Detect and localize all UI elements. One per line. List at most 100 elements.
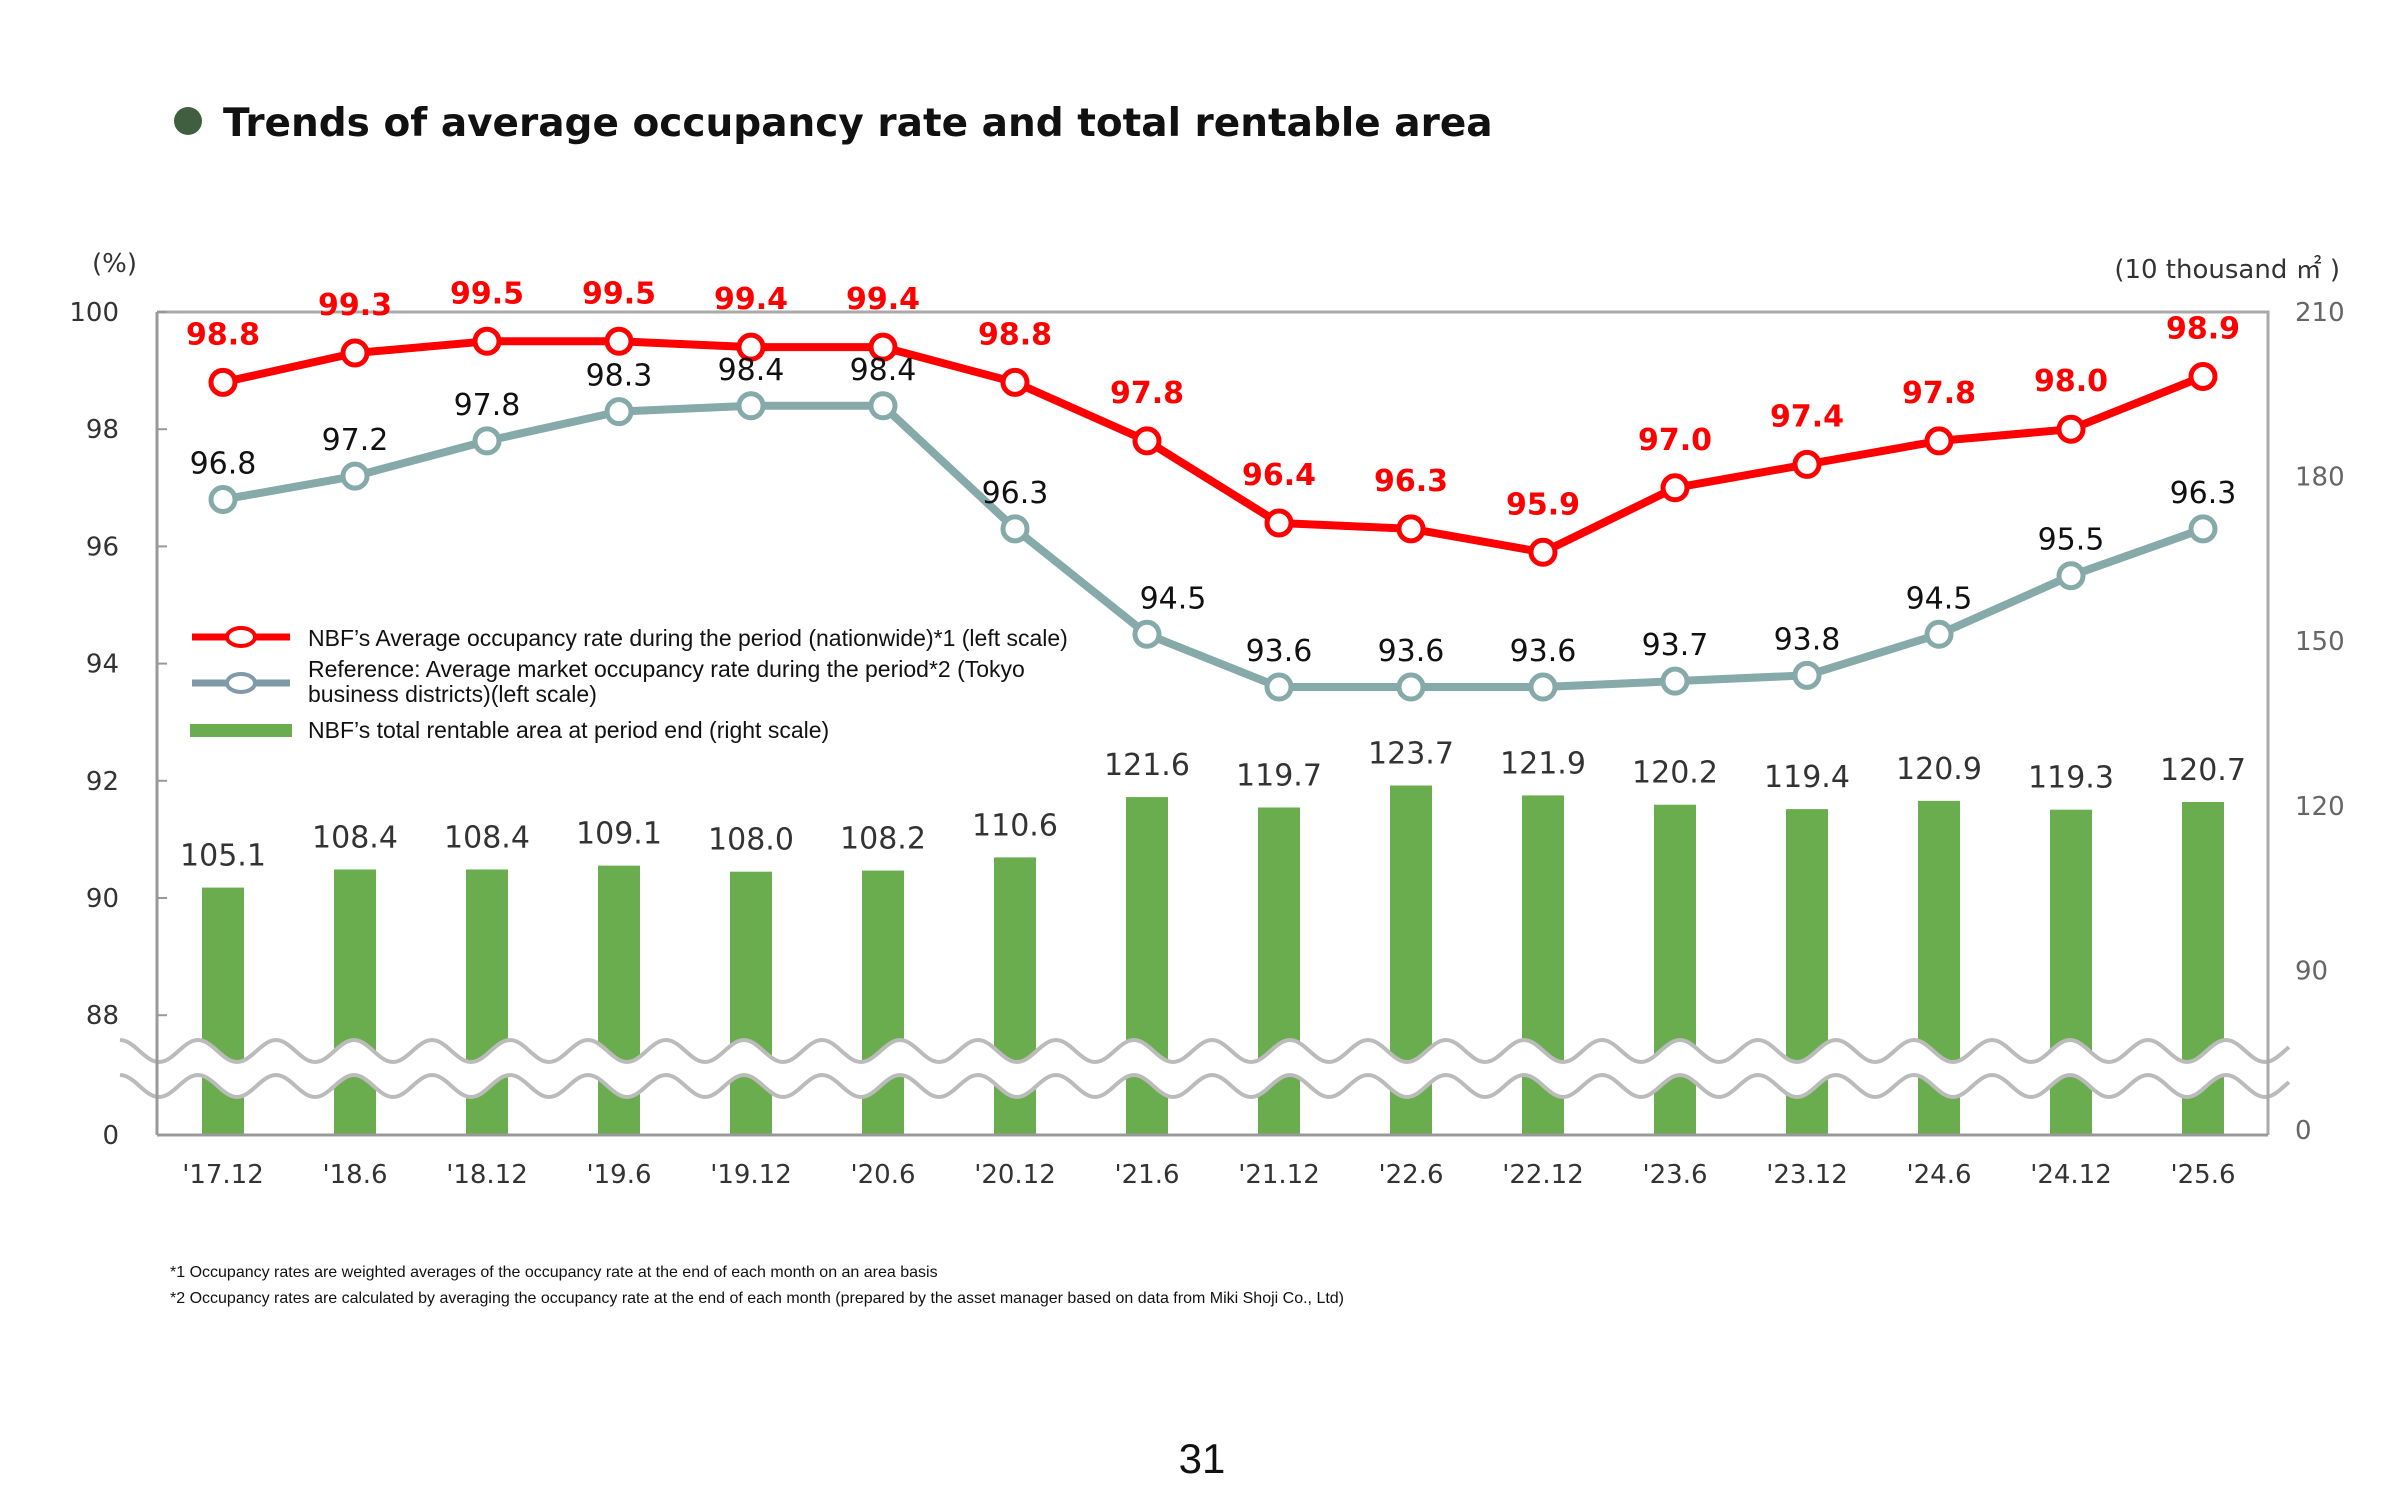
left-tick-label: 88 [86,1001,119,1031]
legend-area-label: NBF’s total rentable area at period end … [308,717,829,743]
market-data-label: 94.5 [1906,581,1973,616]
nbf-data-label: 98.8 [186,317,260,352]
bar-4 [730,871,772,1135]
nbf-point-1 [340,338,370,368]
market-point-8 [1264,672,1294,702]
right-tick-label: 180 [2295,463,2345,493]
nbf-data-label: 98.9 [2166,311,2240,346]
x-tick-label: '21.6 [1114,1160,1179,1190]
axis-break-gap [120,1040,2289,1097]
nbf-data-label: 99.4 [846,282,920,317]
nbf-data-label: 97.8 [1110,376,1184,411]
left-tick-label: 96 [86,532,119,562]
footnote-1: *1 Occupancy rates are weighted averages… [170,1264,938,1281]
bar-data-label: 120.2 [1632,756,1718,791]
left-tick-label: 100 [69,298,119,328]
bar-data-label: 108.4 [444,820,530,855]
nbf-data-label: 96.3 [1374,464,1448,499]
market-point-11 [1660,666,1690,696]
right-tick-label: 150 [2295,627,2345,657]
nbf-point-7 [1132,426,1162,456]
nbf-data-label: 99.4 [714,282,788,317]
x-tick-label: '17.12 [182,1160,264,1190]
nbf-data-label: 98.0 [2034,364,2108,399]
market-data-label: 97.8 [454,388,521,423]
left-tick-label: 92 [86,767,119,797]
legend-market-label-line2: business districts)(left scale) [308,681,597,707]
bar-data-label: 119.7 [1236,758,1322,793]
legend-market-marker-icon [225,672,257,694]
market-line [222,401,2205,692]
bar-data-label: 108.0 [708,823,794,858]
bar-data-label: 120.7 [2160,753,2246,788]
market-data-label: 96.3 [982,476,1049,511]
bar-data-label: 105.1 [180,839,266,874]
market-data-label: 93.6 [1378,634,1445,669]
market-data-label: 96.3 [2170,476,2237,511]
right-tick-label: 90 [2295,956,2328,986]
market-point-9 [1396,672,1426,702]
bar-data-label: 119.3 [2028,761,2114,796]
market-data-label: 93.6 [1246,634,1313,669]
right-tick-label: 120 [2295,792,2345,822]
footnote-2: *2 Occupancy rates are calculated by ave… [170,1290,1344,1307]
x-tick-label: '19.6 [586,1160,651,1190]
market-point-15 [2188,514,2218,544]
nbf-point-9 [1396,514,1426,544]
nbf-line [222,337,2205,557]
market-point-13 [1924,619,1954,649]
page-title: Trends of average occupancy rate and tot… [223,101,1493,146]
left-tick-label: 90 [86,884,119,914]
market-data-label: 93.6 [1510,634,1577,669]
legend-nbf-label: NBF’s Average occupancy rate during the … [308,625,1068,651]
bar-14 [2050,809,2092,1135]
right-axis-unit: (10 thousand ㎡ ) [2114,255,2340,285]
market-point-5 [868,391,898,421]
market-data-label: 95.5 [2038,523,2105,558]
left-tick-label: 0 [102,1121,119,1151]
bar-data-label: 108.4 [312,820,398,855]
market-point-14 [2056,561,2086,591]
market-data-label: 93.7 [1642,628,1709,663]
bar-1 [334,869,376,1135]
nbf-point-13 [1924,426,1954,456]
legend-nbf-marker-icon [225,626,257,648]
bar-data-label: 109.1 [576,817,662,852]
market-data-label: 98.4 [718,353,785,388]
x-tick-label: '24.12 [2030,1160,2112,1190]
x-tick-label: '23.6 [1642,1160,1707,1190]
nbf-data-label: 99.5 [582,276,656,311]
legend-market-label-line1: Reference: Average market occupancy rate… [308,656,1025,682]
market-data-label: 93.8 [1774,622,1841,657]
nbf-point-12 [1792,449,1822,479]
nbf-data-label: 97.8 [1902,376,1976,411]
right-tick-label: 0 [2295,1116,2312,1146]
nbf-data-label: 97.4 [1770,399,1844,434]
nbf-point-5 [868,332,898,362]
market-point-0 [208,485,238,515]
bar-data-label: 121.6 [1104,748,1190,783]
market-point-3 [604,397,634,427]
nbf-data-label: 98.8 [978,317,1052,352]
x-tick-label: '22.12 [1502,1160,1584,1190]
market-point-7 [1132,619,1162,649]
nbf-point-11 [1660,473,1690,503]
market-data-label: 98.4 [850,353,917,388]
bar-data-label: 108.2 [840,822,926,857]
nbf-data-label: 99.5 [450,276,524,311]
market-data-label: 94.5 [1140,581,1207,616]
nbf-point-6 [1000,367,1030,397]
axis-break-wave-bottom [119,1072,2291,1100]
nbf-data-label: 97.0 [1638,423,1712,458]
x-tick-label: '20.6 [850,1160,915,1190]
left-axis-unit: (%) [92,249,137,279]
market-point-2 [472,426,502,456]
x-tick-label: '22.6 [1378,1160,1443,1190]
x-tick-label: '20.12 [974,1160,1056,1190]
nbf-data-label: 96.4 [1242,458,1316,493]
x-tick-label: '21.12 [1238,1160,1320,1190]
nbf-point-0 [208,367,238,397]
x-tick-label: '19.12 [710,1160,792,1190]
nbf-point-4 [736,332,766,362]
nbf-data-label: 95.9 [1506,487,1580,522]
